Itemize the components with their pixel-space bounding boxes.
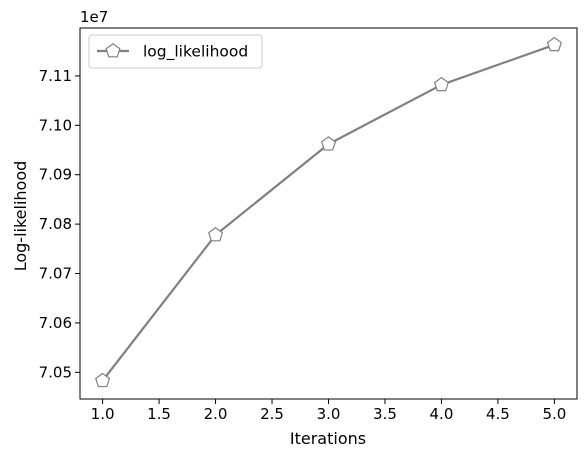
y-tick-label: 7.07 [39, 265, 72, 283]
legend-marker-pentagon [105, 43, 121, 58]
y-axis-label: Log-likelihood [11, 161, 30, 272]
data-point-marker [320, 136, 337, 151]
data-point-marker [433, 76, 450, 92]
data-point-marker [95, 372, 111, 388]
x-tick-label: 2.5 [260, 405, 284, 423]
y-tick-label: 7.06 [39, 314, 72, 332]
y-tick-label: 7.10 [39, 116, 72, 134]
legend-box [88, 34, 263, 69]
x-tick-label: 4.5 [486, 405, 510, 423]
x-tick-label: 3.0 [317, 405, 341, 423]
x-axis-label: Iterations [290, 429, 366, 448]
x-tick-label: 1.5 [147, 405, 171, 423]
plot-area [95, 36, 562, 388]
x-tick-label: 4.0 [430, 405, 454, 423]
legend: log_likelihood [88, 34, 263, 69]
x-tick-label: 5.0 [542, 405, 566, 423]
data-point-marker [546, 36, 562, 52]
x-tick-label: 2.0 [204, 405, 228, 423]
x-tick-label: 3.5 [373, 405, 397, 423]
data-point-marker [207, 227, 224, 242]
axes: 1.0 1.5 2.0 2.5 3.0 3.5 4.0 4.5 5.0 7.05 7.06 7.07 7… [39, 27, 578, 423]
legend-entry-log-likelihood: log_likelihood [143, 43, 248, 62]
y-tick-label: 7.05 [39, 363, 72, 381]
x-tick-label: 1.0 [91, 405, 115, 423]
y-tick-label: 7.11 [39, 67, 72, 85]
y-offset-label: 1e7 [80, 8, 108, 26]
y-tick-label: 7.09 [39, 166, 72, 184]
y-tick-label: 7.08 [39, 215, 72, 233]
